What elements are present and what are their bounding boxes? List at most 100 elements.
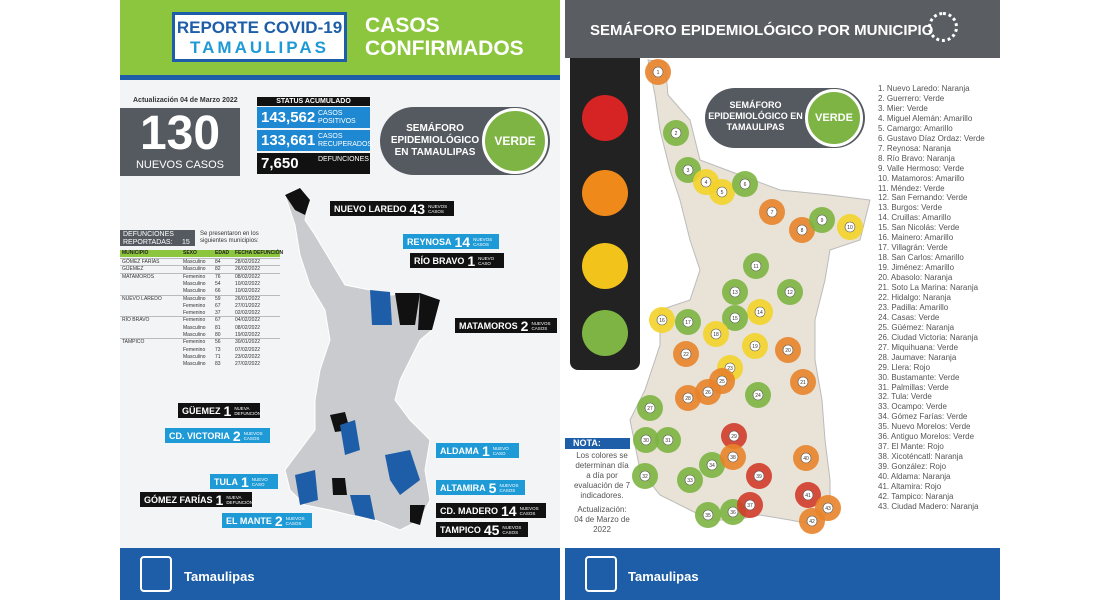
callout-note: NUEVO CASO — [478, 255, 495, 266]
marker — [682, 392, 694, 404]
marker — [844, 221, 856, 233]
marker-number: 15 — [732, 316, 738, 322]
marker — [639, 470, 651, 482]
cell: 73 — [215, 346, 221, 353]
footer-text: Tamaulipas — [184, 569, 255, 584]
status-value: 7,650 — [261, 155, 299, 172]
callout-count: 1 — [223, 402, 232, 419]
row-divider — [120, 258, 280, 259]
marker-number: 24 — [755, 393, 761, 399]
municipality-item: 39. González: Rojo — [878, 462, 947, 472]
callout-name: MATAMOROS — [459, 320, 518, 331]
callout-name: REYNOSA — [407, 236, 452, 247]
light-red — [582, 95, 628, 141]
region — [295, 470, 318, 505]
callout-count: 14 — [501, 502, 517, 519]
callout-name: EL MANTE — [226, 515, 272, 526]
region — [340, 420, 360, 455]
cell: 37 — [215, 310, 221, 317]
callout: CD. VICTORIA 2 NUEVOS CASOS — [165, 428, 270, 444]
marker-number: 34 — [709, 463, 715, 469]
callout-name: TAMPICO — [440, 524, 481, 535]
region — [350, 495, 375, 520]
row-divider — [120, 265, 280, 267]
cell: Femenino — [183, 273, 206, 280]
footer-text: Tamaulipas — [628, 569, 699, 584]
cell: Masculino — [183, 288, 206, 295]
marker — [652, 66, 664, 78]
callout-name: GÜEMEZ — [182, 405, 221, 416]
marker — [796, 224, 808, 236]
note-title: NOTA: — [565, 438, 630, 449]
cell: 82 — [215, 266, 221, 273]
municipality-item: 21. Soto La Marina: Naranja — [878, 283, 979, 292]
marker-number: 13 — [732, 290, 738, 296]
callout-note: NUEVA DEFUNCIÓN — [234, 405, 262, 416]
municipality-item: 6. Gustavo Díaz Ordaz: Verde — [878, 133, 985, 143]
marker — [702, 386, 714, 398]
status-label: CASOS POSITIVOS — [318, 110, 356, 125]
municipality-item: 29. Llera: Rojo — [878, 362, 931, 372]
marker — [806, 515, 818, 527]
cell: 19/02/2022 — [235, 332, 261, 338]
marker-number: 41 — [805, 493, 811, 499]
marker — [662, 434, 674, 446]
callout: REYNOSA 14 NUEVOS CASOS — [403, 234, 500, 250]
callout-name: RÍO BRAVO — [414, 255, 465, 266]
marker — [727, 506, 739, 518]
cell: Masculino — [183, 259, 206, 265]
cell: 10/02/2022 — [235, 280, 261, 287]
right-footer — [565, 548, 1000, 600]
municipality-item: 18. San Carlos: Amarillo — [878, 253, 964, 263]
virus-icon — [928, 12, 958, 42]
callout-note: NUEVOS CASOS — [531, 320, 551, 331]
marker — [782, 344, 794, 356]
cell: 27/02/2022 — [235, 361, 261, 368]
marker — [749, 340, 761, 352]
marker-number: 6 — [744, 182, 747, 188]
row-divider — [120, 272, 280, 274]
callout: TULA 1 NUEVO CASO — [210, 474, 278, 490]
callout-note: NUEVOS CASOS — [519, 505, 539, 516]
region — [395, 293, 420, 325]
column-header: MUNICIPIO — [122, 250, 149, 256]
marker — [822, 502, 834, 514]
marker — [753, 470, 765, 482]
status-row — [257, 153, 370, 174]
marker-number: 27 — [647, 406, 653, 412]
cell: 30/01/2022 — [235, 339, 261, 346]
marker-number: 19 — [752, 344, 758, 350]
cell: 02/02/2022 — [235, 310, 261, 317]
cell: 26/02/2022 — [235, 266, 261, 273]
semaforo-status: VERDE — [482, 108, 548, 174]
marker-number: 36 — [730, 510, 736, 516]
municipio: RÍO BRAVO — [122, 317, 150, 324]
semaforo-label: SEMÁFORO EPIDEMIOLÓGICO EN TAMAULIPAS — [708, 100, 803, 132]
municipality-item: 17. Villagrán: Verde — [878, 243, 948, 253]
marker-number: 11 — [753, 264, 758, 270]
logo — [140, 556, 172, 592]
marker-number: 17 — [685, 320, 691, 326]
cell: 27/01/2022 — [235, 302, 261, 309]
callout-note: NUEVOS CASOS — [243, 430, 263, 441]
cell: Masculino — [183, 361, 206, 368]
marker-number: 14 — [757, 310, 763, 316]
status-value: 143,562 — [261, 109, 316, 126]
municipality-item: 26. Ciudad Victoria: Naranja — [878, 332, 978, 342]
cell: 84 — [215, 259, 221, 265]
marker-number: 28 — [685, 396, 691, 402]
marker-number: 35 — [705, 513, 711, 519]
marker — [729, 286, 741, 298]
status-value: 133,661 — [261, 132, 316, 149]
semaforo-label: SEMÁFORO EPIDEMIOLÓGICO EN TAMAULIPAS — [390, 123, 480, 158]
region — [370, 290, 392, 325]
cell: 10/02/2022 — [235, 288, 261, 295]
region — [418, 293, 440, 330]
marker — [729, 312, 741, 324]
title1: REPORTE COVID-19 — [176, 18, 343, 37]
callout-name: GÓMEZ FARÍAS — [144, 494, 213, 505]
row-divider — [120, 316, 280, 318]
light-orange — [582, 170, 628, 216]
callout-name: ALTAMIRA — [440, 482, 486, 493]
callout-count: 1 — [215, 491, 224, 508]
